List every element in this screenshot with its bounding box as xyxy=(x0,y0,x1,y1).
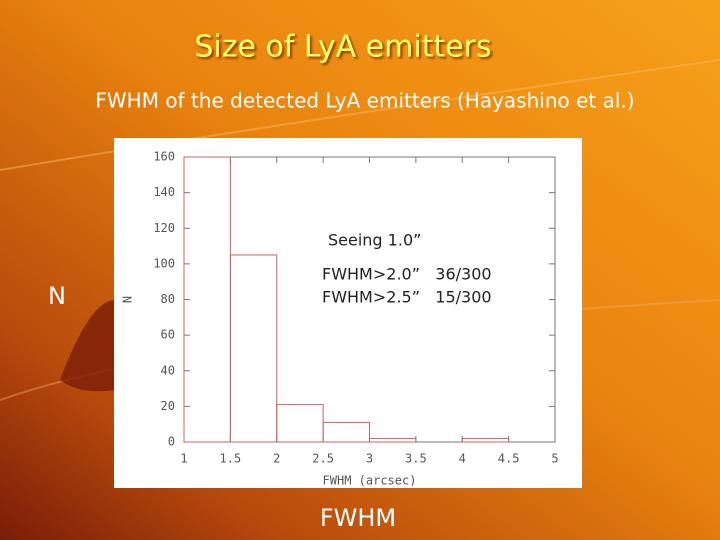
annotation: FWHM>2.5” 15/300 xyxy=(322,288,492,307)
x-tick-label: 2 xyxy=(273,452,280,466)
y-tick-label: 0 xyxy=(168,435,175,449)
x-tick-label: 4 xyxy=(459,452,466,466)
x-tick-label: 3.5 xyxy=(405,452,427,466)
bar xyxy=(369,437,417,443)
bar xyxy=(461,437,510,443)
title: Size of LyA emitters xyxy=(194,30,491,65)
bar xyxy=(322,421,370,443)
x-axis-label: FWHM (arcsec) xyxy=(323,474,417,488)
plot: 0 20 40 60 80 100 120 140 160 1 1.5 2 2.5 3 3.5 4 4.5 5 FW… xyxy=(121,150,559,488)
x-tick-label: 3 xyxy=(366,452,373,466)
y-tick-label: 140 xyxy=(153,185,175,199)
annotation: Seeing 1.0” xyxy=(328,231,421,250)
y-tick-label: 80 xyxy=(161,292,175,306)
y-tick-label: 60 xyxy=(161,328,175,342)
annotation: FWHM>2.0” 36/300 xyxy=(322,265,492,284)
y-axis-label: N xyxy=(121,296,135,303)
x-tick-label: 5 xyxy=(551,452,558,466)
x-tick-label: 1.5 xyxy=(220,452,242,466)
y-tick-label: 20 xyxy=(161,399,175,413)
x-tick-label: 2.5 xyxy=(312,452,334,466)
subtitle: FWHM of the detected LyA emitters (Hayas… xyxy=(95,89,634,113)
bar xyxy=(229,254,278,443)
decor xyxy=(0,59,720,171)
decor xyxy=(60,300,115,392)
y-tick-label: 120 xyxy=(153,221,175,235)
y-tick-label: 40 xyxy=(161,363,175,377)
plot-panel xyxy=(114,138,582,488)
side-label: N xyxy=(48,282,66,310)
y-tick-label: 100 xyxy=(153,256,175,270)
x-tick-label: 4.5 xyxy=(498,452,520,466)
bottom-label: FWHM xyxy=(320,504,396,532)
y-tick-label: 160 xyxy=(153,150,175,164)
x-tick-label: 1 xyxy=(180,452,187,466)
